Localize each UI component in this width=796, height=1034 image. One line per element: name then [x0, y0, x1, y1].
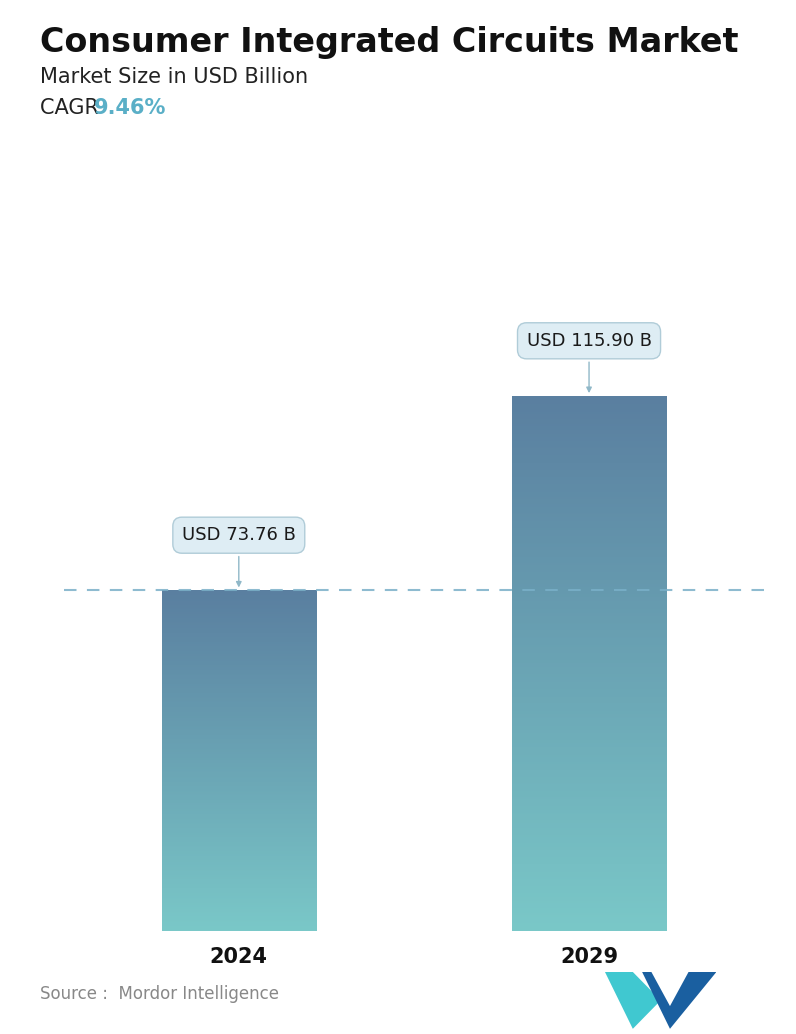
Text: USD 115.90 B: USD 115.90 B	[526, 332, 652, 392]
Text: Consumer Integrated Circuits Market: Consumer Integrated Circuits Market	[40, 26, 739, 59]
Polygon shape	[642, 972, 716, 1029]
Polygon shape	[605, 972, 661, 1029]
Text: USD 73.76 B: USD 73.76 B	[181, 526, 296, 586]
Text: Market Size in USD Billion: Market Size in USD Billion	[40, 67, 308, 87]
Text: CAGR: CAGR	[40, 98, 105, 118]
Text: 9.46%: 9.46%	[94, 98, 166, 118]
Text: Source :  Mordor Intelligence: Source : Mordor Intelligence	[40, 985, 279, 1003]
